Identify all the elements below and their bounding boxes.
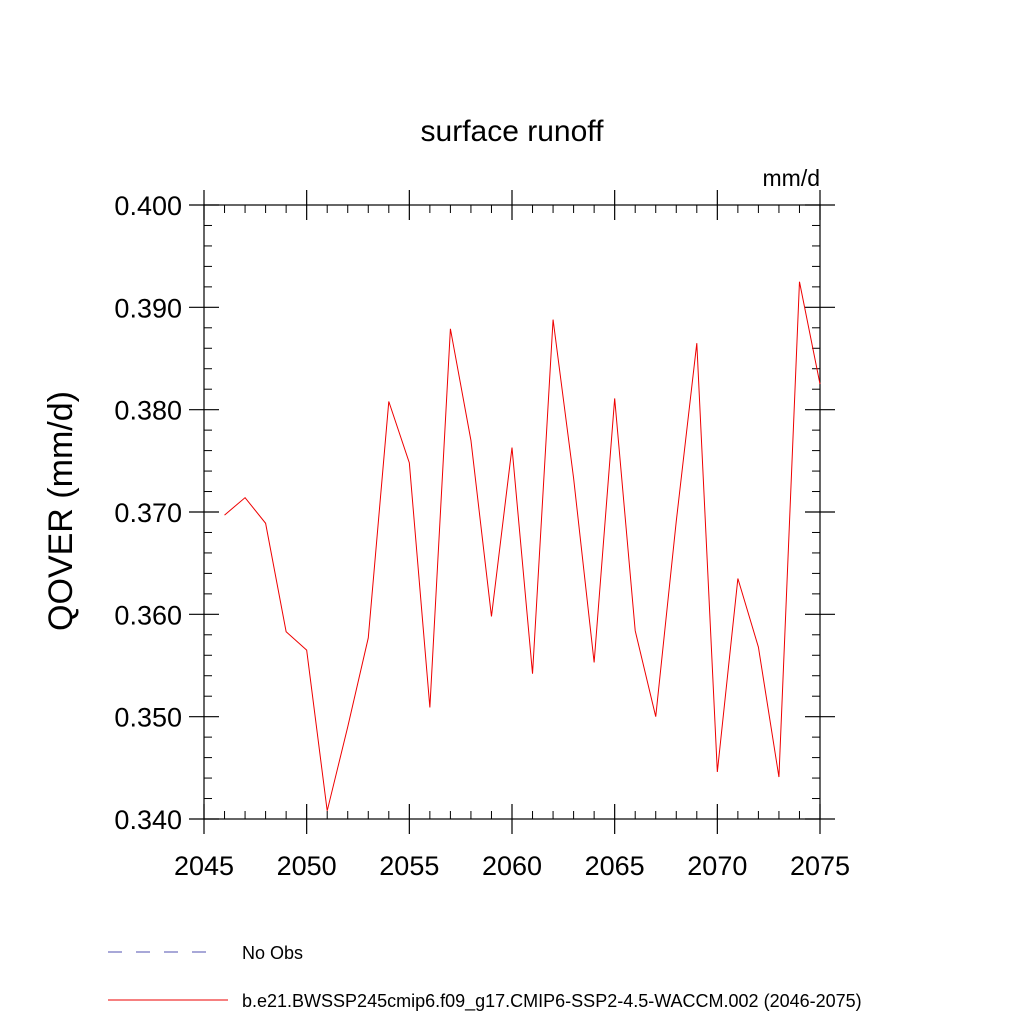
x-tick-label: 2050 [277,851,337,881]
y-tick-label: 0.390 [114,293,182,323]
y-tick-label: 0.380 [114,396,182,426]
major-ticks [189,190,835,834]
x-tick-label: 2070 [687,851,747,881]
minor-ticks [204,205,820,819]
units-label: mm/d [763,165,821,191]
legend: No Obs b.e21.BWSSP245cmip6.f09_g17.CMIP6… [108,943,862,1012]
y-tick-label: 0.350 [114,703,182,733]
x-tick-label: 2060 [482,851,542,881]
x-tick-label: 2055 [379,851,439,881]
y-tick-label: 0.360 [114,600,182,630]
y-tick-label: 0.400 [114,191,182,221]
legend-label-no-obs: No Obs [242,943,303,963]
y-tick-label: 0.340 [114,805,182,835]
legend-label-model-run: b.e21.BWSSP245cmip6.f09_g17.CMIP6-SSP2-4… [242,991,862,1012]
plot-frame [203,204,821,820]
x-tick-label: 2045 [174,851,234,881]
series-line-1 [224,281,821,811]
x-tick-label: 2075 [790,851,850,881]
y-tick-labels: 0.340 0.350 0.360 0.370 0.380 0.390 0.400 [114,191,182,835]
y-axis-label: QOVER (mm/d) [42,391,80,631]
series-lines [224,281,821,811]
x-tick-labels: 2045 2050 2055 2060 2065 2070 2075 [174,851,850,881]
chart-title: surface runoff [421,115,605,148]
plot-border [203,204,821,820]
x-tick-label: 2065 [585,851,645,881]
y-tick-label: 0.370 [114,498,182,528]
